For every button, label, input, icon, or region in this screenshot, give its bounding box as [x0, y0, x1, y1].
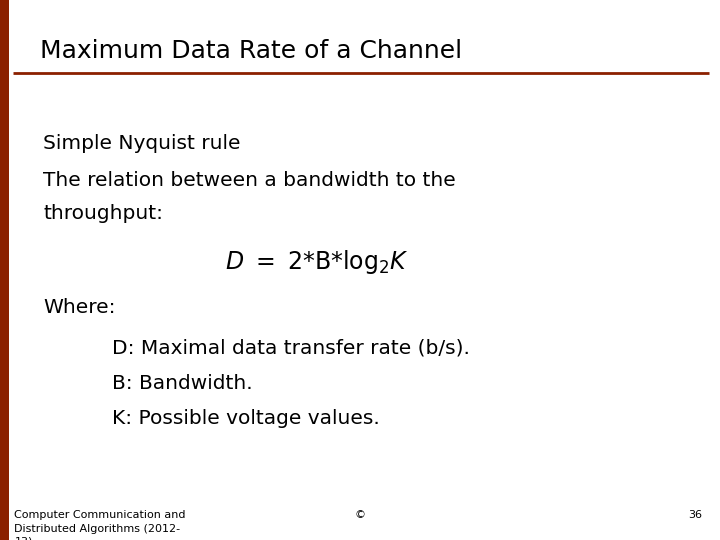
Text: Where:: Where: — [43, 298, 116, 318]
Text: B: Bandwidth.: B: Bandwidth. — [112, 374, 252, 393]
Text: The relation between a bandwidth to the: The relation between a bandwidth to the — [43, 171, 456, 191]
Text: D: Maximal data transfer rate (b/s).: D: Maximal data transfer rate (b/s). — [112, 339, 469, 358]
Text: Maximum Data Rate of a Channel: Maximum Data Rate of a Channel — [40, 39, 462, 63]
Text: throughput:: throughput: — [43, 204, 163, 223]
FancyBboxPatch shape — [0, 0, 9, 540]
Text: Computer Communication and
Distributed Algorithms (2012-
13): Computer Communication and Distributed A… — [14, 510, 186, 540]
Text: K: Possible voltage values.: K: Possible voltage values. — [112, 409, 379, 428]
Text: 36: 36 — [688, 510, 702, 521]
Text: Simple Nyquist rule: Simple Nyquist rule — [43, 133, 240, 153]
Text: $\mathit{D}\ =\ \mathrm{2{*}B{*}log_2\mathit{K}}$: $\mathit{D}\ =\ \mathrm{2{*}B{*}log_2\ma… — [225, 248, 409, 276]
Text: ©: © — [354, 510, 366, 521]
